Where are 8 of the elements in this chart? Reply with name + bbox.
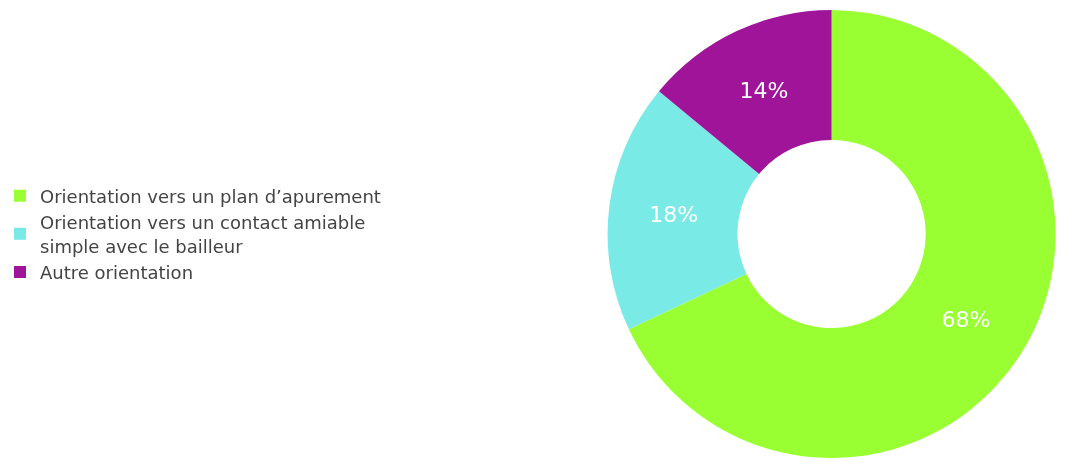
donut-slice <box>658 10 832 175</box>
data-label: 68% <box>941 306 991 332</box>
data-label: 14% <box>739 77 789 103</box>
legend-label: Orientation vers un contact amiable simple avec le bailleur <box>40 212 366 257</box>
legend-label: Autre orientation <box>40 261 194 283</box>
donut-slice <box>628 10 1056 458</box>
legend-label: Orientation vers un plan d’apurement <box>40 185 381 207</box>
data-label: 18% <box>649 201 699 227</box>
